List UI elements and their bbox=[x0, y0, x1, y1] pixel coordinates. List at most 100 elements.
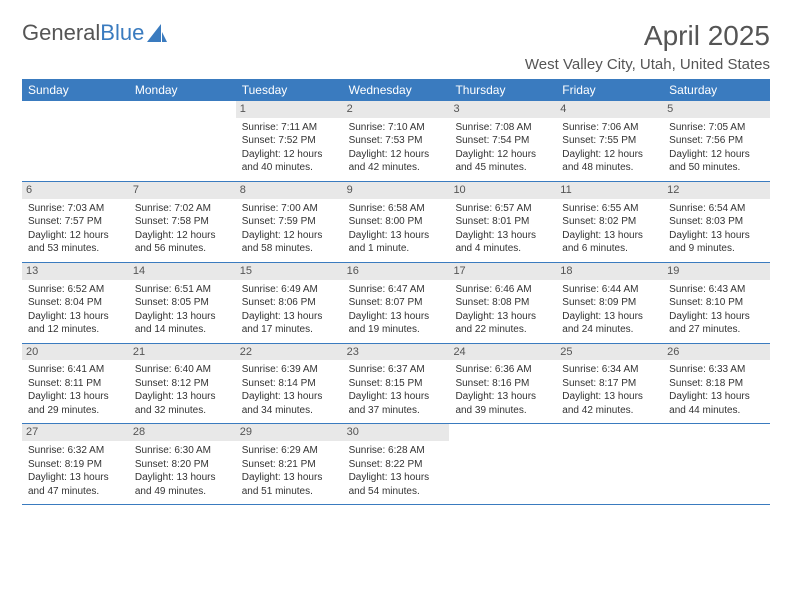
sunrise-text: Sunrise: 7:00 AM bbox=[242, 202, 337, 216]
day-info: Sunrise: 6:39 AMSunset: 8:14 PMDaylight:… bbox=[242, 363, 337, 417]
calendar-page: GeneralBlue April 2025 West Valley City,… bbox=[0, 0, 792, 525]
daylight-text: Daylight: 13 hours and 22 minutes. bbox=[455, 310, 550, 337]
day-info: Sunrise: 7:11 AMSunset: 7:52 PMDaylight:… bbox=[242, 121, 337, 175]
day-info: Sunrise: 6:44 AMSunset: 8:09 PMDaylight:… bbox=[562, 283, 657, 337]
day-info: Sunrise: 6:57 AMSunset: 8:01 PMDaylight:… bbox=[455, 202, 550, 256]
day-info: Sunrise: 6:49 AMSunset: 8:06 PMDaylight:… bbox=[242, 283, 337, 337]
day-number: 14 bbox=[129, 263, 236, 280]
week-row: 6Sunrise: 7:03 AMSunset: 7:57 PMDaylight… bbox=[22, 182, 770, 263]
calendar-cell: 12Sunrise: 6:54 AMSunset: 8:03 PMDayligh… bbox=[663, 182, 770, 262]
day-number: 7 bbox=[129, 182, 236, 199]
day-number: 23 bbox=[343, 344, 450, 361]
sunrise-text: Sunrise: 6:58 AM bbox=[349, 202, 444, 216]
sunset-text: Sunset: 7:57 PM bbox=[28, 215, 123, 229]
day-info: Sunrise: 6:52 AMSunset: 8:04 PMDaylight:… bbox=[28, 283, 123, 337]
day-number: 5 bbox=[663, 101, 770, 118]
day-info: Sunrise: 7:02 AMSunset: 7:58 PMDaylight:… bbox=[135, 202, 230, 256]
sunset-text: Sunset: 8:06 PM bbox=[242, 296, 337, 310]
day-number: 8 bbox=[236, 182, 343, 199]
sunrise-text: Sunrise: 6:30 AM bbox=[135, 444, 230, 458]
calendar-cell: 9Sunrise: 6:58 AMSunset: 8:00 PMDaylight… bbox=[343, 182, 450, 262]
day-info: Sunrise: 7:10 AMSunset: 7:53 PMDaylight:… bbox=[349, 121, 444, 175]
calendar-cell: 15Sunrise: 6:49 AMSunset: 8:06 PMDayligh… bbox=[236, 263, 343, 343]
calendar-cell: 25Sunrise: 6:34 AMSunset: 8:17 PMDayligh… bbox=[556, 344, 663, 424]
day-info: Sunrise: 7:05 AMSunset: 7:56 PMDaylight:… bbox=[669, 121, 764, 175]
day-info: Sunrise: 7:03 AMSunset: 7:57 PMDaylight:… bbox=[28, 202, 123, 256]
sunrise-text: Sunrise: 6:28 AM bbox=[349, 444, 444, 458]
day-number: 6 bbox=[22, 182, 129, 199]
daylight-text: Daylight: 13 hours and 24 minutes. bbox=[562, 310, 657, 337]
sunrise-text: Sunrise: 6:36 AM bbox=[455, 363, 550, 377]
sunrise-text: Sunrise: 7:10 AM bbox=[349, 121, 444, 135]
calendar-cell bbox=[556, 424, 663, 504]
sunset-text: Sunset: 7:56 PM bbox=[669, 134, 764, 148]
day-number: 17 bbox=[449, 263, 556, 280]
week-row: 27Sunrise: 6:32 AMSunset: 8:19 PMDayligh… bbox=[22, 424, 770, 505]
sunrise-text: Sunrise: 7:05 AM bbox=[669, 121, 764, 135]
calendar-cell: 8Sunrise: 7:00 AMSunset: 7:59 PMDaylight… bbox=[236, 182, 343, 262]
day-header-wednesday: Wednesday bbox=[343, 79, 450, 101]
sunset-text: Sunset: 8:08 PM bbox=[455, 296, 550, 310]
calendar-cell: 29Sunrise: 6:29 AMSunset: 8:21 PMDayligh… bbox=[236, 424, 343, 504]
sunset-text: Sunset: 8:14 PM bbox=[242, 377, 337, 391]
calendar-cell: 18 Sunrise: 6:44 AMSunset: 8:09 PMDayligh… bbox=[556, 263, 663, 343]
day-number: 21 bbox=[129, 344, 236, 361]
day-header-tuesday: Tuesday bbox=[236, 79, 343, 101]
sunrise-text: Sunrise: 6:41 AM bbox=[28, 363, 123, 377]
day-info: Sunrise: 6:41 AMSunset: 8:11 PMDaylight:… bbox=[28, 363, 123, 417]
calendar-cell: 3Sunrise: 7:08 AMSunset: 7:54 PMDaylight… bbox=[449, 101, 556, 181]
sunset-text: Sunset: 8:09 PM bbox=[562, 296, 657, 310]
day-number: 30 bbox=[343, 424, 450, 441]
week-row: 13Sunrise: 6:52 AMSunset: 8:04 PMDayligh… bbox=[22, 263, 770, 344]
daylight-text: Daylight: 13 hours and 37 minutes. bbox=[349, 390, 444, 417]
day-info: Sunrise: 6:58 AMSunset: 8:00 PMDaylight:… bbox=[349, 202, 444, 256]
calendar-cell: 22 Sunrise: 6:39 AMSunset: 8:14 PMDayligh… bbox=[236, 344, 343, 424]
calendar-cell bbox=[129, 101, 236, 181]
day-number: 27 bbox=[22, 424, 129, 441]
calendar-cell: 10 Sunrise: 6:57 AMSunset: 8:01 PMDayligh… bbox=[449, 182, 556, 262]
daylight-text: Daylight: 13 hours and 54 minutes. bbox=[349, 471, 444, 498]
sunrise-text: Sunrise: 6:47 AM bbox=[349, 283, 444, 297]
sunrise-text: Sunrise: 7:08 AM bbox=[455, 121, 550, 135]
sunrise-text: Sunrise: 7:03 AM bbox=[28, 202, 123, 216]
calendar-cell: 5 Sunrise: 7:05 AMSunset: 7:56 PMDaylight… bbox=[663, 101, 770, 181]
sunrise-text: Sunrise: 7:11 AM bbox=[242, 121, 337, 135]
calendar-cell: 21Sunrise: 6:40 AMSunset: 8:12 PMDayligh… bbox=[129, 344, 236, 424]
week-row: 1 Sunrise: 7:11 AMSunset: 7:52 PMDaylight… bbox=[22, 101, 770, 182]
daylight-text: Daylight: 13 hours and 39 minutes. bbox=[455, 390, 550, 417]
daylight-text: Daylight: 12 hours and 50 minutes. bbox=[669, 148, 764, 175]
day-number: 18 bbox=[556, 263, 663, 280]
sunset-text: Sunset: 7:53 PM bbox=[349, 134, 444, 148]
sunset-text: Sunset: 8:07 PM bbox=[349, 296, 444, 310]
sunset-text: Sunset: 8:05 PM bbox=[135, 296, 230, 310]
day-number: 20 bbox=[22, 344, 129, 361]
calendar-cell: 24Sunrise: 6:36 AMSunset: 8:16 PMDayligh… bbox=[449, 344, 556, 424]
sunset-text: Sunset: 8:18 PM bbox=[669, 377, 764, 391]
daylight-text: Daylight: 13 hours and 29 minutes. bbox=[28, 390, 123, 417]
daylight-text: Daylight: 13 hours and 49 minutes. bbox=[135, 471, 230, 498]
day-number: 1 bbox=[236, 101, 343, 118]
day-number: 12 bbox=[663, 182, 770, 199]
sunrise-text: Sunrise: 6:43 AM bbox=[669, 283, 764, 297]
sunset-text: Sunset: 8:11 PM bbox=[28, 377, 123, 391]
daylight-text: Daylight: 12 hours and 56 minutes. bbox=[135, 229, 230, 256]
day-info: Sunrise: 6:33 AMSunset: 8:18 PMDaylight:… bbox=[669, 363, 764, 417]
daylight-text: Daylight: 12 hours and 48 minutes. bbox=[562, 148, 657, 175]
day-number: 10 bbox=[449, 182, 556, 199]
sunrise-text: Sunrise: 7:06 AM bbox=[562, 121, 657, 135]
calendar-cell: 27Sunrise: 6:32 AMSunset: 8:19 PMDayligh… bbox=[22, 424, 129, 504]
day-number: 24 bbox=[449, 344, 556, 361]
sunset-text: Sunset: 8:10 PM bbox=[669, 296, 764, 310]
calendar-cell: 20 Sunrise: 6:41 AMSunset: 8:11 PMDayligh… bbox=[22, 344, 129, 424]
daylight-text: Daylight: 12 hours and 58 minutes. bbox=[242, 229, 337, 256]
sunset-text: Sunset: 7:54 PM bbox=[455, 134, 550, 148]
calendar-cell: 23Sunrise: 6:37 AMSunset: 8:15 PMDayligh… bbox=[343, 344, 450, 424]
day-info: Sunrise: 6:51 AMSunset: 8:05 PMDaylight:… bbox=[135, 283, 230, 337]
sunrise-text: Sunrise: 6:32 AM bbox=[28, 444, 123, 458]
day-info: Sunrise: 6:43 AMSunset: 8:10 PMDaylight:… bbox=[669, 283, 764, 337]
sunset-text: Sunset: 8:00 PM bbox=[349, 215, 444, 229]
sunrise-text: Sunrise: 6:49 AM bbox=[242, 283, 337, 297]
daylight-text: Daylight: 13 hours and 14 minutes. bbox=[135, 310, 230, 337]
daylight-text: Daylight: 13 hours and 27 minutes. bbox=[669, 310, 764, 337]
day-number: 22 bbox=[236, 344, 343, 361]
